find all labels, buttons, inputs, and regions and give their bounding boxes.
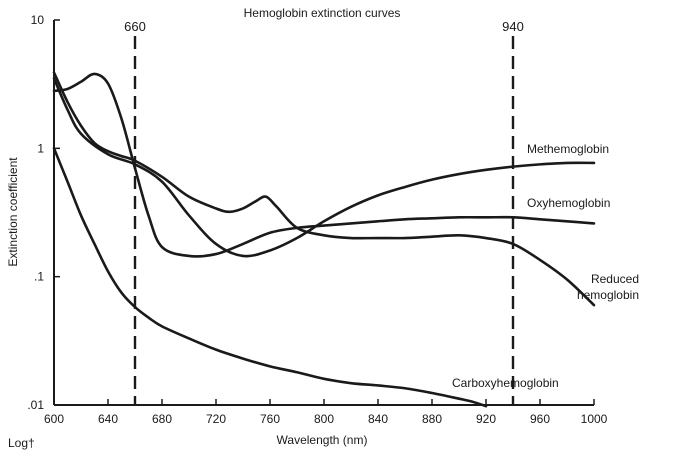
x-tick-label-960: 960 bbox=[530, 412, 550, 426]
series-line-oxyhemoglobin bbox=[52, 72, 596, 258]
series-label-methemoglobin: Methemoglobin bbox=[527, 142, 609, 156]
x-tick-label-880: 880 bbox=[422, 412, 442, 426]
series-label-reduced-hemoglobin: Reduced hemoglobin bbox=[577, 272, 639, 302]
axis-ticks: 600 640 680 720 760 800 840 880 920 960 1000 .01 .1 1… bbox=[27, 13, 607, 426]
x-tick-label-600: 600 bbox=[44, 412, 64, 426]
series-line-reduced-hemoglobin bbox=[52, 71, 596, 307]
series-lines bbox=[52, 71, 596, 408]
y-tick-label-1: 1 bbox=[37, 141, 44, 155]
x-tick-label-800: 800 bbox=[314, 412, 334, 426]
x-tick-label-1000: 1000 bbox=[581, 412, 608, 426]
marker-label-940: 940 bbox=[502, 19, 524, 34]
x-tick-label-720: 720 bbox=[206, 412, 226, 426]
x-axis-label: Wavelength (nm) bbox=[277, 433, 368, 447]
y-tick-label-10: 10 bbox=[31, 13, 45, 27]
y-scale-note: Log† bbox=[8, 436, 35, 450]
series-line-carboxyhemoglobin bbox=[52, 147, 488, 408]
y-axis-label: Extinction coefficient bbox=[6, 157, 20, 267]
x-tick-label-640: 640 bbox=[98, 412, 118, 426]
x-tick-label-840: 840 bbox=[368, 412, 388, 426]
marker-label-660: 660 bbox=[124, 19, 146, 34]
series-labels: Methemoglobin Oxyhemoglobin Reduced hemoglo… bbox=[452, 142, 639, 390]
series-label-oxyhemoglobin: Oxyhemoglobin bbox=[527, 196, 610, 210]
x-tick-label-680: 680 bbox=[152, 412, 172, 426]
y-tick-label-1: .1 bbox=[34, 270, 44, 284]
series-label-carboxyhemoglobin: Carboxyhemoglobin bbox=[452, 376, 559, 390]
series-line-methemoglobin bbox=[52, 77, 596, 258]
x-tick-label-760: 760 bbox=[260, 412, 280, 426]
vertical-markers: 660 940 bbox=[124, 19, 524, 405]
chart-title: Hemoglobin extinction curves bbox=[244, 6, 401, 20]
x-tick-label-920: 920 bbox=[476, 412, 496, 426]
y-tick-label-01: .01 bbox=[27, 398, 44, 412]
